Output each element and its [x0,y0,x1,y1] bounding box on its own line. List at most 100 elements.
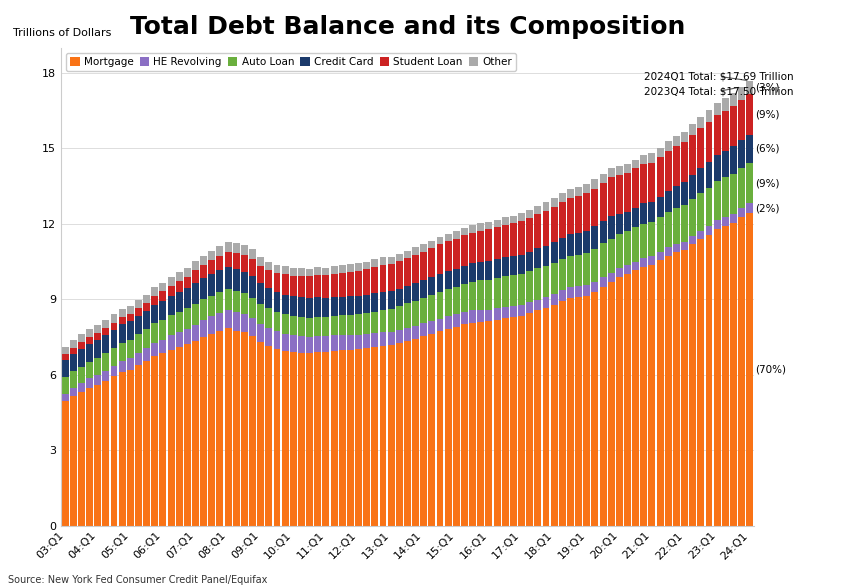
Bar [567,298,574,526]
Bar [518,316,525,526]
Bar [527,313,533,526]
Bar [428,277,435,295]
Bar [600,221,606,243]
Bar [665,191,672,212]
Legend: Mortgage, HE Revolving, Auto Loan, Credit Card, Student Loan, Other: Mortgage, HE Revolving, Auto Loan, Credi… [66,53,516,71]
Bar [363,313,370,334]
Bar [371,266,378,293]
Bar [380,265,387,292]
Bar [331,351,338,526]
Bar [510,275,516,306]
Bar [437,245,444,273]
Bar [689,199,696,236]
Bar [412,283,419,301]
Bar [290,336,297,352]
Bar [575,187,582,196]
Bar [184,288,191,308]
Bar [249,336,256,526]
Bar [338,350,346,526]
Bar [600,277,606,287]
Bar [388,264,394,292]
Bar [412,255,419,283]
Bar [453,315,460,327]
Bar [298,268,305,276]
Bar [363,262,370,269]
Bar [143,361,150,526]
Bar [306,269,313,276]
Bar [510,216,516,223]
Bar [722,226,728,526]
Bar [656,217,664,252]
Bar [510,223,516,256]
Bar [722,98,728,111]
Bar [567,189,574,198]
Bar [559,193,566,202]
Bar [159,292,166,301]
Bar [697,117,705,128]
Bar [640,258,647,267]
Text: (3%): (3%) [756,82,780,92]
Bar [640,155,647,164]
Bar [143,311,150,329]
Bar [608,273,615,282]
Bar [649,153,656,162]
Bar [444,241,452,270]
Bar [168,296,175,315]
Bar [135,316,142,334]
Bar [298,336,305,353]
Bar [494,308,500,320]
Bar [534,206,541,214]
Bar [461,312,468,325]
Bar [380,292,387,310]
Bar [494,227,500,259]
Bar [380,332,387,346]
Bar [559,300,566,526]
Bar [527,302,533,313]
Bar [543,202,550,211]
Bar [103,328,109,335]
Bar [265,270,272,288]
Bar [518,255,525,274]
Bar [421,252,427,280]
Bar [665,212,672,248]
Bar [477,223,484,231]
Bar [559,259,566,290]
Bar [428,241,435,248]
Bar [444,233,452,241]
Bar [103,353,109,370]
Bar [151,305,159,323]
Bar [502,258,509,276]
Bar [575,233,582,255]
Bar [110,323,118,330]
Bar [453,327,460,526]
Bar [306,338,313,353]
Bar [738,100,745,140]
Bar [437,273,444,292]
Bar [583,285,590,296]
Bar [151,356,159,526]
Bar [396,330,403,343]
Bar [338,273,346,296]
Bar [209,316,215,334]
Bar [119,343,126,361]
Bar [746,163,753,203]
Bar [103,335,109,353]
Bar [591,226,599,249]
Bar [550,242,558,263]
Bar [608,168,615,178]
Bar [404,286,411,303]
Bar [404,341,411,526]
Bar [421,323,427,336]
Bar [624,274,631,526]
Bar [600,173,606,183]
Bar [274,273,281,292]
Bar [689,124,696,135]
Bar [453,269,460,287]
Bar [274,349,281,526]
Bar [290,276,297,296]
Bar [697,193,705,232]
Bar [738,140,745,168]
Bar [241,272,248,293]
Bar [722,217,728,226]
Bar [697,128,705,168]
